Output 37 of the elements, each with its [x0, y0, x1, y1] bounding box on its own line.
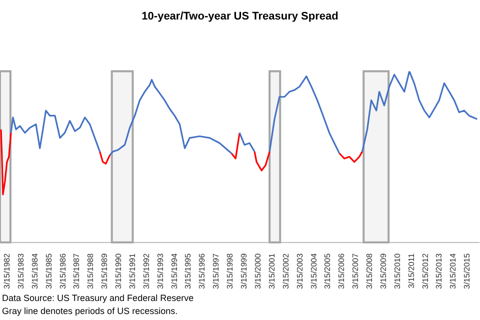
x-tick-label: 3/15/1996 — [198, 252, 207, 290]
x-tick-label: 3/15/1994 — [170, 252, 179, 290]
x-tick-label: 3/15/2014 — [448, 252, 458, 290]
x-tick-label: 3/15/1991 — [128, 252, 137, 290]
x-tick-label: 3/15/2012 — [420, 252, 430, 290]
x-tick-label: 3/15/2013 — [434, 252, 444, 290]
x-tick-label: 3/15/1982 — [2, 252, 12, 290]
x-tick-label: 3/15/1986 — [58, 252, 68, 290]
x-tick-label: 3/15/1983 — [16, 252, 26, 290]
x-tick-label: 3/15/1988 — [86, 252, 96, 290]
x-tick-label: 3/15/1999 — [240, 252, 249, 290]
x-tick-label: 3/15/1998 — [226, 252, 235, 290]
x-tick-label: 3/15/2008 — [365, 252, 374, 290]
x-tick-label: 3/15/2004 — [309, 252, 318, 290]
x-tick-label: 3/15/1995 — [184, 252, 193, 290]
x-tick-label: 3/15/2003 — [295, 252, 304, 290]
x-tick-label: 3/15/1984 — [30, 252, 40, 290]
x-tick-label: 3/15/2010 — [392, 252, 402, 290]
chart-title: 10-year/Two-year US Treasury Spread — [142, 10, 338, 23]
x-tick-label: 3/15/1989 — [100, 252, 110, 290]
text: Gray line denotes periods of US recessions. — [2, 305, 179, 318]
x-tick-label: 3/15/1990 — [114, 252, 124, 290]
x-tick-label: 3/15/2002 — [281, 252, 290, 290]
source-note: Data Source: US Treasury and Federal Reserve — [2, 292, 195, 305]
x-tick-label: 3/15/1997 — [212, 252, 221, 290]
x-tick-label: 3/15/2007 — [351, 252, 360, 290]
x-tick-label: 3/15/1985 — [44, 252, 54, 290]
x-tick-label: 3/15/2011 — [406, 252, 416, 288]
x-tick-label: 3/15/1993 — [156, 252, 165, 290]
x-tick-label: 3/15/2005 — [323, 252, 332, 290]
x-tick-label: 3/15/2009 — [378, 252, 388, 290]
x-tick-label: 3/15/2001 — [267, 252, 276, 290]
x-tick-label: 3/15/1987 — [72, 252, 82, 290]
x-tick-label: 3/15/2006 — [337, 252, 346, 290]
x-tick-label: 3/15/1992 — [142, 252, 151, 290]
x-tick-label: 3/15/2015 — [462, 252, 472, 290]
x-tick-label: 3/15/2000 — [253, 252, 262, 290]
